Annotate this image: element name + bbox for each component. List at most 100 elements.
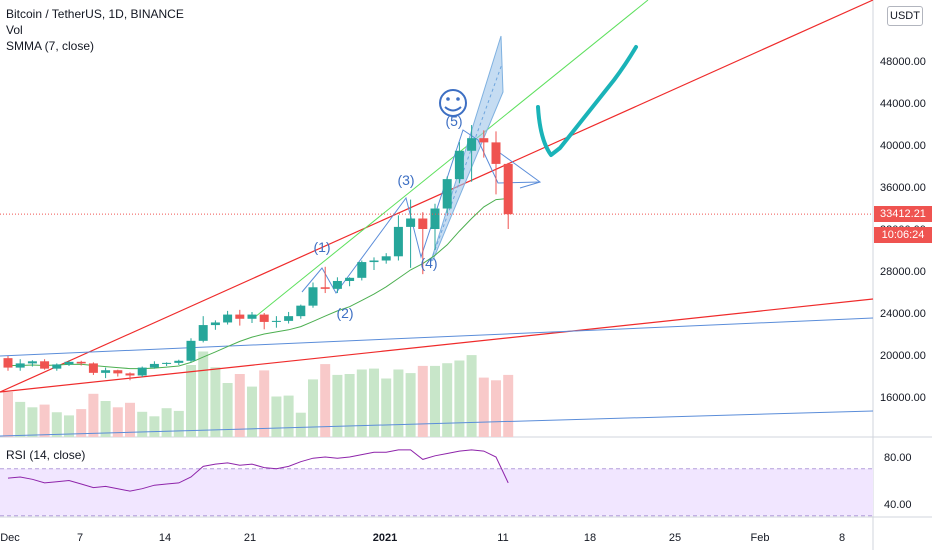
volume-bar <box>27 407 38 437</box>
candle-body[interactable] <box>271 320 281 322</box>
time-tick-label: 11 <box>497 532 508 544</box>
volume-bar <box>173 410 184 437</box>
volume-bar <box>344 374 355 437</box>
candle-body[interactable] <box>332 280 342 289</box>
candle-body[interactable] <box>430 208 440 229</box>
trendline-red-upper[interactable] <box>0 0 874 393</box>
candle-body[interactable] <box>235 314 245 319</box>
candle-body[interactable] <box>15 363 25 368</box>
price-tick-label: 24000.00 <box>880 308 926 320</box>
candle-body[interactable] <box>406 218 416 227</box>
volume-bar <box>491 380 501 437</box>
volume-bar <box>137 411 148 437</box>
volume-bar <box>39 404 50 437</box>
candle-body[interactable] <box>296 305 306 317</box>
candle-body[interactable] <box>174 360 184 363</box>
volume-bar <box>503 374 514 437</box>
smiley-eye-left <box>446 97 450 101</box>
wave-label[interactable]: (5) <box>445 113 462 129</box>
time-tick-label: 7 <box>77 532 83 544</box>
candle-body[interactable] <box>503 163 513 215</box>
countdown-tag: 10:06:24 <box>874 227 932 243</box>
volume-bar <box>234 374 245 437</box>
smiley-eye-right <box>456 97 460 101</box>
candle-body[interactable] <box>113 370 123 374</box>
volume-bar <box>381 378 392 437</box>
trendline-green[interactable] <box>254 0 649 318</box>
candle-body[interactable] <box>369 260 379 263</box>
volume-bar <box>430 365 440 437</box>
volume-bar <box>405 373 416 437</box>
candle-body[interactable] <box>284 316 294 321</box>
candle-body[interactable] <box>223 314 233 323</box>
elliott-wave-path[interactable] <box>301 129 541 294</box>
time-tick-label: Dec <box>0 532 20 544</box>
smma-legend[interactable]: SMMA (7, close) <box>6 39 95 53</box>
candle-body[interactable] <box>27 361 37 364</box>
volume-bar <box>76 409 87 437</box>
trendline-blue-lower[interactable] <box>0 410 874 437</box>
candle-body[interactable] <box>101 370 111 373</box>
volume-bar <box>356 369 367 437</box>
projection-mid <box>430 63 503 262</box>
last-price-tag: 33412.21 <box>874 206 932 222</box>
candle-body[interactable] <box>442 179 452 209</box>
candle-body[interactable] <box>186 340 196 361</box>
candle-body[interactable] <box>345 277 355 281</box>
currency-button[interactable]: USDT <box>887 6 923 26</box>
checkmark-drawing[interactable] <box>536 45 638 157</box>
wave-label[interactable]: (3) <box>397 172 414 188</box>
candle-body[interactable] <box>491 142 501 164</box>
candle-body[interactable] <box>259 314 269 322</box>
candle-body[interactable] <box>76 361 86 364</box>
candle-body[interactable] <box>162 362 172 364</box>
candle-body[interactable] <box>40 361 50 369</box>
wave-label[interactable]: (2) <box>336 305 353 321</box>
time-tick-label: 14 <box>159 532 171 544</box>
volume-bar <box>100 401 111 437</box>
symbol-legend[interactable]: Bitcoin / TetherUS, 1D, BINANCE Vol SMMA… <box>6 6 184 54</box>
rsi-legend[interactable]: RSI (14, close) <box>6 448 86 462</box>
volume-bar <box>369 368 379 437</box>
volume-bar <box>320 364 331 437</box>
candle-body[interactable] <box>308 287 318 306</box>
candle-body[interactable] <box>320 287 330 289</box>
candle-body[interactable] <box>418 218 428 230</box>
smiley-icon[interactable] <box>439 89 467 117</box>
candle-body[interactable] <box>393 226 403 257</box>
time-tick-label: 21 <box>244 532 256 544</box>
volume-bar <box>51 412 62 437</box>
candle-body[interactable] <box>3 358 13 368</box>
wave-label[interactable]: (1) <box>313 239 330 255</box>
candle-body[interactable] <box>479 138 489 143</box>
candle-body[interactable] <box>247 314 257 319</box>
price-tick-label: 20000.00 <box>880 350 926 362</box>
price-tick-label: 36000.00 <box>880 182 926 194</box>
candle-body[interactable] <box>198 325 208 341</box>
candle-body[interactable] <box>149 363 159 368</box>
candle-body[interactable] <box>64 361 74 365</box>
vol-legend[interactable]: Vol <box>6 23 23 37</box>
candle-body[interactable] <box>357 262 367 278</box>
trendline-blue-upper[interactable] <box>0 317 874 357</box>
candle-body[interactable] <box>381 256 391 261</box>
rsi-line <box>7 449 509 492</box>
candle-body[interactable] <box>125 373 135 376</box>
candle-body[interactable] <box>88 363 98 373</box>
volume-bar <box>112 407 123 437</box>
candle-body[interactable] <box>210 322 220 326</box>
candle-body[interactable] <box>137 367 147 376</box>
time-tick-label: 8 <box>839 532 845 544</box>
candle-body[interactable] <box>454 150 464 180</box>
price-tick-label: 16000.00 <box>880 392 926 404</box>
trendline-red-lower[interactable] <box>0 298 874 393</box>
time-tick-label: Feb <box>751 532 770 544</box>
smiley-mouth <box>444 106 462 112</box>
volume-bar <box>149 416 160 437</box>
rsi-band <box>0 468 873 516</box>
candle-body[interactable] <box>467 138 477 151</box>
wave-arrow <box>499 152 542 189</box>
candle-body[interactable] <box>52 364 62 369</box>
wave-label[interactable]: (4) <box>420 255 437 271</box>
